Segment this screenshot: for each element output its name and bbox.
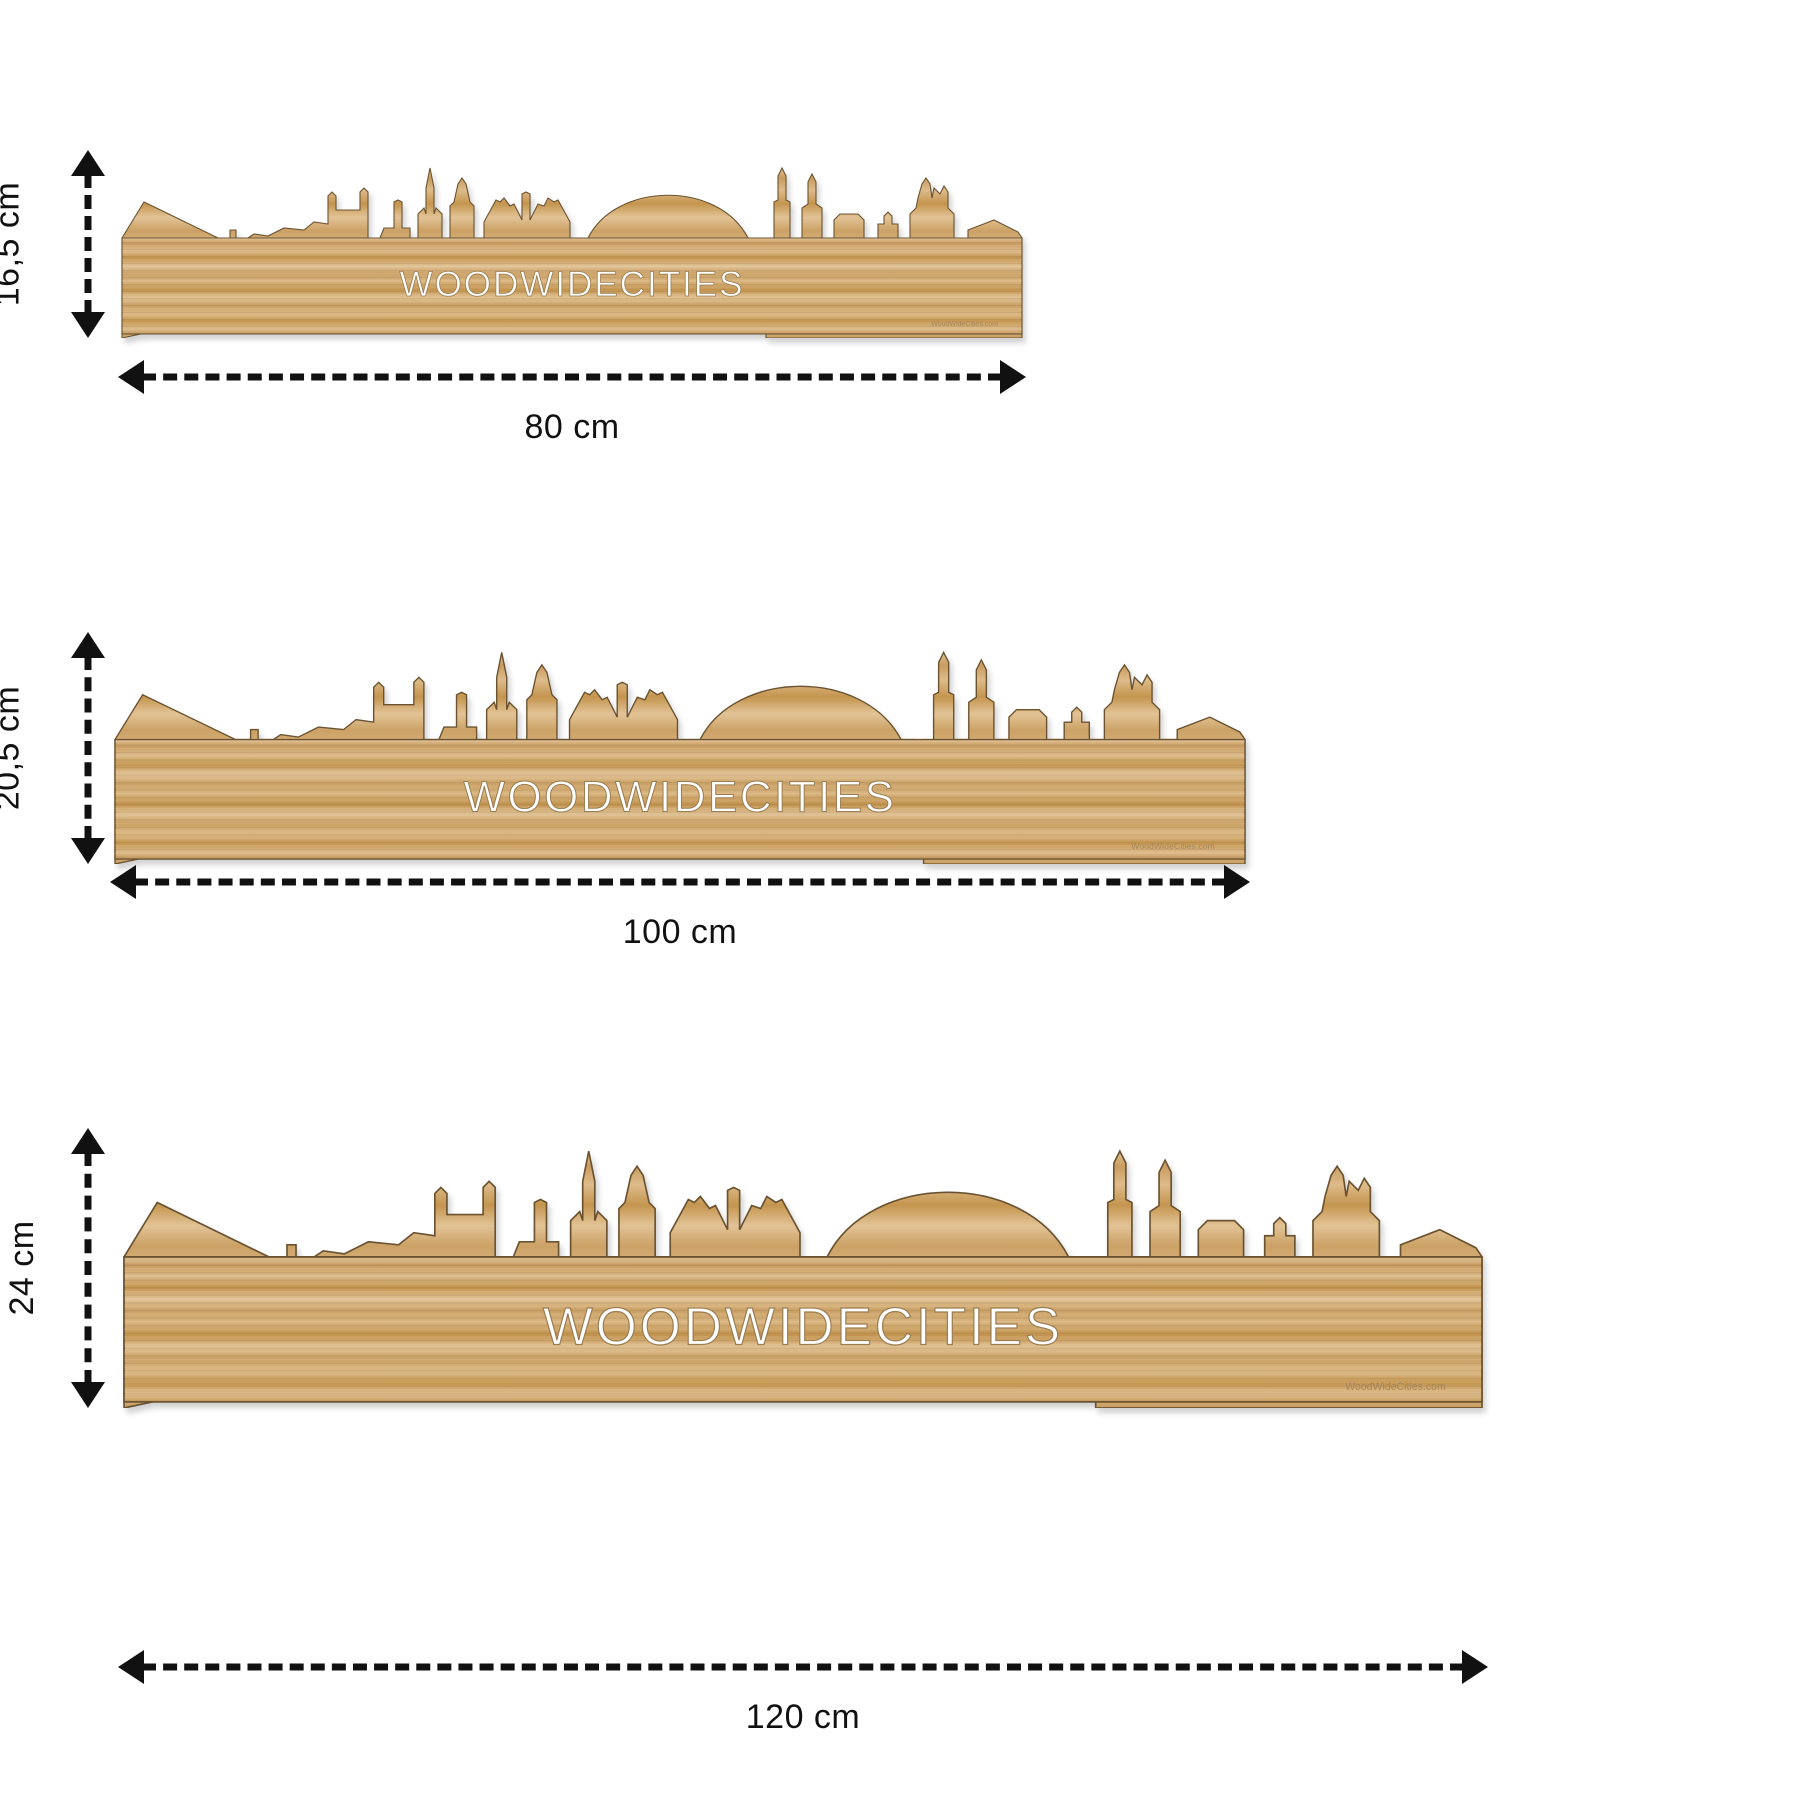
dimension-line <box>134 878 1226 886</box>
arrow-down-icon <box>71 838 105 864</box>
engraved-brand-120: WOODWIDECITIES <box>543 1297 1063 1356</box>
arrow-right-icon <box>1224 865 1250 899</box>
arrow-left-icon <box>118 1650 144 1684</box>
arrow-left-icon <box>118 360 144 394</box>
height-dimension-80: 16,5 cm <box>0 150 116 338</box>
arrow-up-icon <box>71 632 105 658</box>
engraved-brand-80: WOODWIDECITIES <box>400 265 745 304</box>
arrow-down-icon <box>71 312 105 338</box>
width-label-80: 80 cm <box>524 408 620 446</box>
arrow-up-icon <box>71 150 105 176</box>
height-label-80: 16,5 cm <box>0 181 27 307</box>
width-dimension-80: 80 cm <box>118 360 1026 446</box>
width-label-100: 100 cm <box>622 913 738 951</box>
arrow-right-icon <box>1000 360 1026 394</box>
width-label-120: 120 cm <box>745 1698 861 1736</box>
arrow-right-icon <box>1462 1650 1488 1684</box>
dimension-line <box>142 373 1002 381</box>
plaque-80-svg: WOODWIDECITIES WoodWideCities.com <box>121 166 1023 338</box>
plaque-100-svg: WOODWIDECITIES WoodWideCities.com <box>114 650 1246 864</box>
arrow-left-icon <box>110 865 136 899</box>
arrow-up-icon <box>71 1128 105 1154</box>
plaque-80cm: WOODWIDECITIES WoodWideCities.com <box>118 158 1026 338</box>
height-dimension-100: 20,5 cm <box>0 632 116 864</box>
height-label-120: 24 cm <box>2 1220 41 1316</box>
plaque-120cm: WOODWIDECITIES WoodWideCities.com <box>118 1136 1488 1408</box>
height-dimension-120: 24 cm <box>3 1128 116 1408</box>
watermark-100: WoodWideCities.com <box>1131 841 1215 851</box>
dimension-line <box>84 174 92 314</box>
dimension-line <box>142 1663 1464 1671</box>
width-dimension-100: 100 cm <box>110 865 1250 951</box>
height-label-100: 20,5 cm <box>0 685 27 811</box>
arrow-down-icon <box>71 1382 105 1408</box>
dimension-line <box>84 656 92 840</box>
dimension-line <box>84 1152 92 1384</box>
plaque-100cm: WOODWIDECITIES WoodWideCities.com <box>110 640 1250 864</box>
plaque-120-svg: WOODWIDECITIES WoodWideCities.com <box>123 1149 1483 1408</box>
width-dimension-120: 120 cm <box>118 1650 1488 1736</box>
watermark-120: WoodWideCities.com <box>1345 1381 1446 1393</box>
watermark-80: WoodWideCities.com <box>931 321 998 328</box>
engraved-brand-100: WOODWIDECITIES <box>464 773 897 822</box>
